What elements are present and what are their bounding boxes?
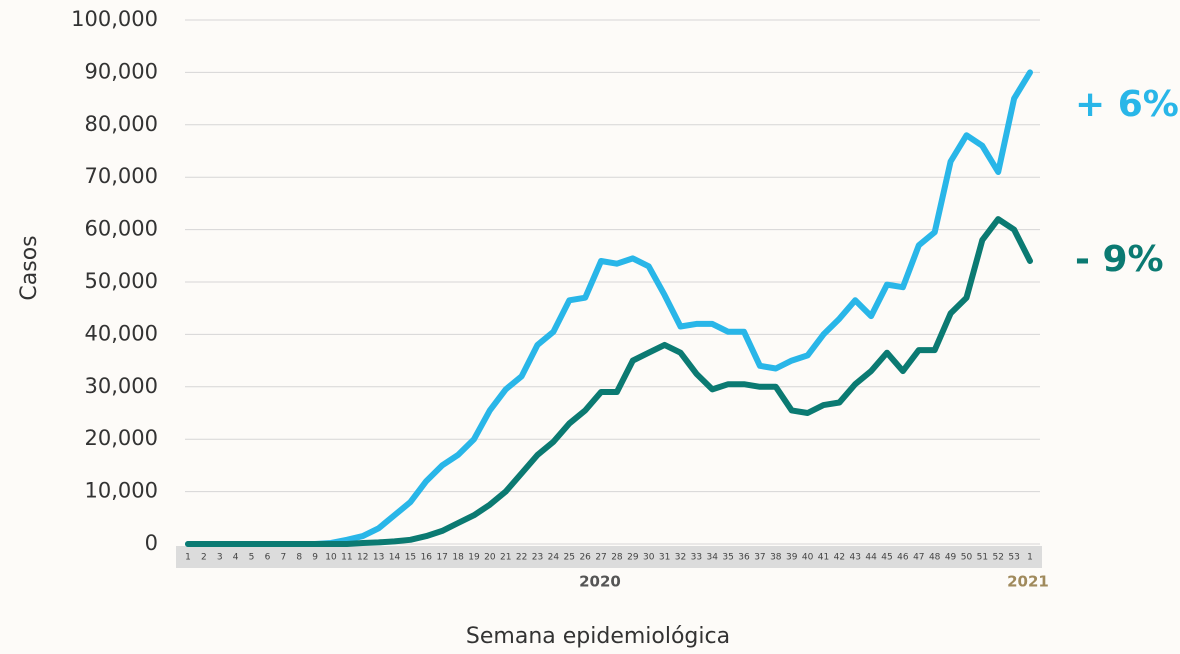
x-tick-label: 12: [357, 553, 368, 563]
x-tick-label: 15: [405, 553, 416, 563]
x-tick-label: 20: [484, 553, 496, 563]
x-tick-label: 32: [675, 553, 686, 563]
y-tick-label: 20,000: [85, 426, 158, 450]
x-tick-label: 1: [185, 553, 191, 563]
x-tick-label: 14: [389, 553, 401, 563]
x-tick-label: 29: [627, 553, 639, 563]
x-tick-label: 1: [1027, 553, 1033, 563]
x-tick-label: 52: [992, 553, 1003, 563]
x-tick-label: 36: [738, 553, 750, 563]
x-axis-title: Semana epidemiológica: [466, 624, 730, 649]
x-tick-label: 35: [722, 553, 733, 563]
x-tick-label: 30: [643, 553, 655, 563]
y-tick-label: 70,000: [85, 164, 158, 188]
x-tick-label: 28: [611, 553, 623, 563]
x-tick-label: 48: [929, 553, 941, 563]
x-tick-label: 16: [421, 553, 433, 563]
x-tick-label: 11: [341, 553, 352, 563]
y-tick-label: 10,000: [85, 479, 158, 503]
x-tick-label: 47: [913, 553, 924, 563]
x-tick-label: 8: [296, 553, 302, 563]
year-label: 2021: [1007, 573, 1049, 591]
x-tick-label: 5: [249, 553, 255, 563]
x-tick-label: 26: [579, 553, 591, 563]
y-tick-label: 90,000: [85, 59, 158, 83]
x-tick-label: 22: [516, 553, 527, 563]
x-tick-label: 49: [945, 553, 957, 563]
x-tick-label: 21: [500, 553, 511, 563]
annotation: - 9%: [1075, 239, 1164, 280]
y-tick-label: 40,000: [85, 321, 158, 345]
y-tick-label: 0: [145, 531, 158, 555]
x-tick-label: 38: [770, 553, 782, 563]
y-axis-title: Casos: [17, 235, 42, 300]
x-tick-label: 44: [865, 553, 877, 563]
x-tick-label: 46: [897, 553, 909, 563]
x-tick-label: 9: [312, 553, 318, 563]
y-tick-label: 30,000: [85, 374, 158, 398]
x-tick-label: 40: [802, 553, 814, 563]
x-tick-label: 31: [659, 553, 670, 563]
x-tick-label: 41: [818, 553, 829, 563]
chart: Casos Semana epidemiológica 2020 2021 + …: [0, 0, 1180, 654]
x-tick-label: 24: [548, 553, 560, 563]
x-tick-label: 53: [1008, 553, 1019, 563]
x-tick-label: 51: [977, 553, 988, 563]
x-tick-label: 13: [373, 553, 384, 563]
x-tick-label: 45: [881, 553, 892, 563]
x-tick-label: 4: [233, 553, 239, 563]
x-tick-label: 23: [532, 553, 543, 563]
y-tick-label: 100,000: [71, 7, 158, 31]
x-tick-label: 3: [217, 553, 223, 563]
x-tick-label: 42: [834, 553, 845, 563]
x-tick-label: 17: [436, 553, 447, 563]
x-tick-label: 10: [325, 553, 337, 563]
x-tick-label: 25: [564, 553, 575, 563]
y-tick-label: 60,000: [85, 217, 158, 241]
annotation: + 6%: [1075, 84, 1179, 125]
x-tick-label: 50: [961, 553, 973, 563]
x-tick-label: 33: [691, 553, 702, 563]
y-tick-label: 50,000: [85, 269, 158, 293]
x-tick-label: 7: [280, 553, 286, 563]
y-tick-label: 80,000: [85, 112, 158, 136]
x-tick-label: 19: [468, 553, 480, 563]
x-tick-label: 18: [452, 553, 464, 563]
x-tick-label: 27: [595, 553, 606, 563]
x-tick-label: 6: [265, 553, 271, 563]
year-label: 2020: [579, 573, 621, 591]
x-tick-label: 39: [786, 553, 798, 563]
x-tick-label: 2: [201, 553, 207, 563]
x-tick-label: 34: [707, 553, 719, 563]
x-tick-label: 43: [850, 553, 861, 563]
x-tick-label: 37: [754, 553, 765, 563]
